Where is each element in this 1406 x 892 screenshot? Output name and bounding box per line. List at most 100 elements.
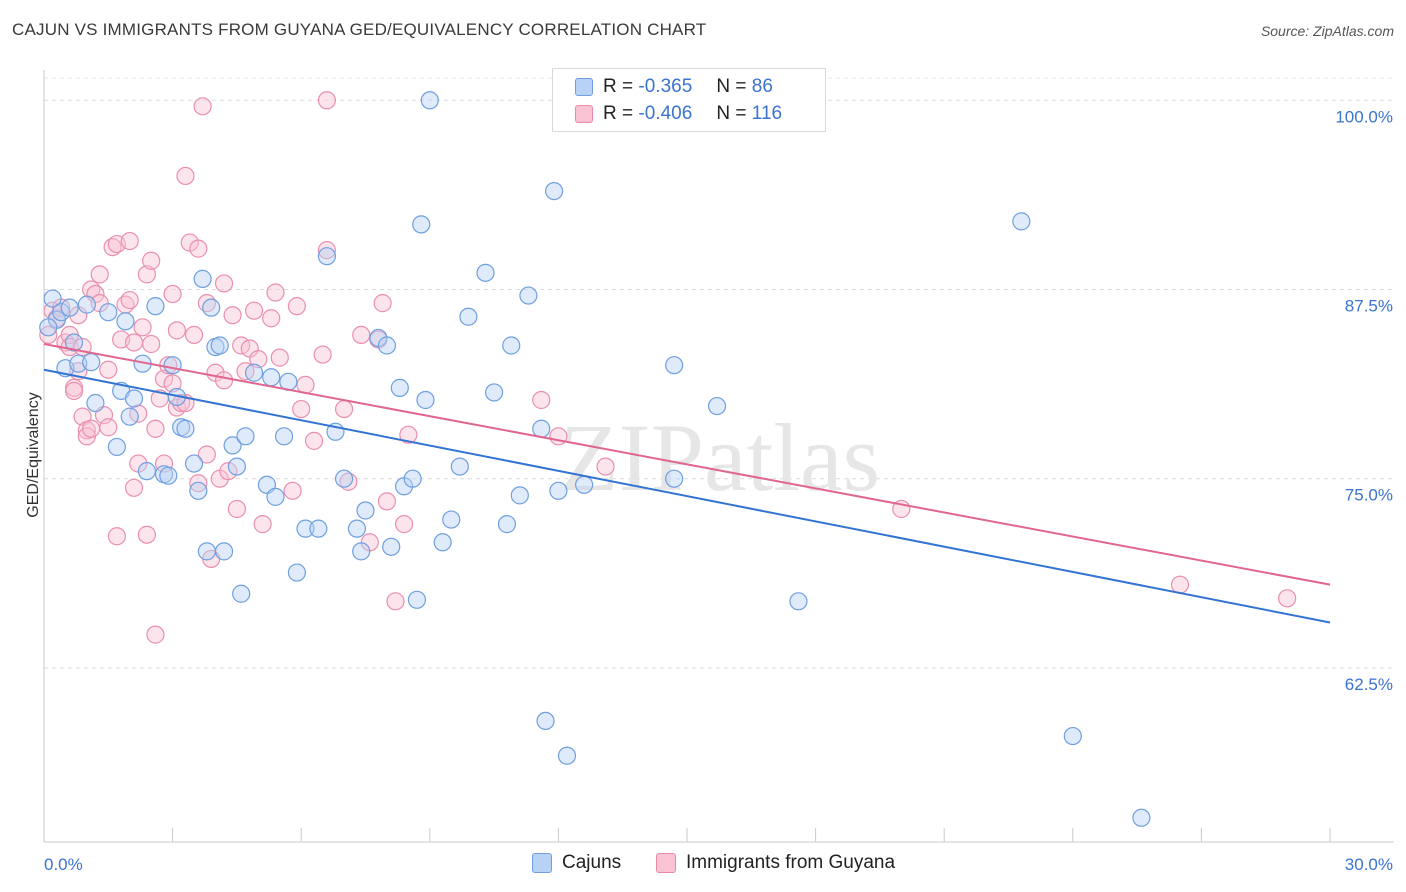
guyana-point xyxy=(154,369,174,388)
cajuns-point xyxy=(163,356,182,375)
cajuns-point xyxy=(214,542,234,561)
guyana-point xyxy=(107,527,126,546)
cajuns-point xyxy=(266,487,285,506)
cajuns-point xyxy=(274,427,294,446)
cajuns-point xyxy=(227,457,246,476)
guyana-point xyxy=(373,294,392,313)
cajuns-point xyxy=(433,533,452,552)
guyana-point xyxy=(142,251,161,270)
guyana-point xyxy=(386,592,405,611)
cajuns-point xyxy=(502,336,521,355)
r-value: -0.365 xyxy=(638,76,693,97)
guyana-point xyxy=(532,390,551,410)
guyana-swatch xyxy=(656,853,676,873)
guyana-point xyxy=(399,425,418,444)
cajuns-point xyxy=(532,419,551,438)
cajuns-point xyxy=(137,462,156,481)
cajuns-point xyxy=(223,436,242,455)
guyana-point xyxy=(184,325,204,345)
cajuns-point xyxy=(232,584,251,603)
cajuns-point xyxy=(193,269,212,288)
guyana-point xyxy=(120,231,139,251)
n-label: N = xyxy=(716,76,747,97)
guyana-point xyxy=(1278,589,1297,608)
guyana-point xyxy=(334,399,354,419)
y-tick-label: 87.5% xyxy=(1345,296,1393,315)
cajuns-point xyxy=(86,393,105,413)
cajuns-point xyxy=(536,711,555,731)
cajuns-point xyxy=(99,303,118,322)
cajuns-point xyxy=(60,298,79,317)
cajuns-point xyxy=(1063,726,1082,746)
cajuns-point xyxy=(519,286,538,305)
guyana-point xyxy=(189,239,208,258)
cajuns-point xyxy=(420,91,439,110)
cajuns-point xyxy=(52,303,71,322)
guyana-point xyxy=(163,374,182,393)
cajuns-point xyxy=(124,389,144,408)
cajuns-point xyxy=(575,475,594,494)
cajuns-point xyxy=(262,368,281,387)
guyana-point xyxy=(137,525,156,544)
x-tick-label: 30.0% xyxy=(1345,855,1393,874)
legend-item-cajuns: Cajuns xyxy=(532,852,621,874)
y-axis-label: GED/Equivalency xyxy=(25,392,42,517)
guyana-point xyxy=(394,515,414,534)
cajuns-point xyxy=(412,215,431,234)
cajuns-point xyxy=(146,297,165,316)
series-cajuns-points xyxy=(39,91,1151,827)
cajuns-point xyxy=(296,519,315,538)
series-legend: Cajuns Immigrants from Guyana xyxy=(0,852,1406,878)
cajuns-point xyxy=(317,247,337,266)
guyana-point xyxy=(124,478,144,497)
guyana-point xyxy=(1170,575,1190,594)
guyana-point xyxy=(292,399,311,419)
guyana-point xyxy=(244,301,264,320)
guyana-point xyxy=(142,334,161,354)
cajuns-point xyxy=(407,590,427,609)
guyana-point xyxy=(99,360,118,379)
guyana-point xyxy=(352,325,371,345)
cajuns-swatch xyxy=(532,853,552,873)
guyana-point xyxy=(287,297,307,316)
guyana-point xyxy=(146,419,165,438)
stats-legend: R = -0.365 N = 86 R = -0.406 N = 116 xyxy=(552,68,826,132)
guyana-point xyxy=(304,431,324,450)
cajuns-point xyxy=(416,390,435,410)
cajuns-point xyxy=(184,454,204,473)
cajuns-point xyxy=(43,289,62,308)
cajuns-point xyxy=(459,307,478,326)
r-label: R = xyxy=(603,103,634,124)
cajuns-point xyxy=(356,501,375,520)
cajuns-point xyxy=(789,592,808,611)
guyana-point xyxy=(253,515,272,534)
guyana-point xyxy=(82,419,101,438)
guyana-point xyxy=(189,474,208,493)
guyana-point xyxy=(90,265,109,284)
cajuns-point xyxy=(352,542,371,561)
guyana-point xyxy=(197,445,216,464)
legend-label-guyana: Immigrants from Guyana xyxy=(686,852,896,873)
guyana-point xyxy=(193,97,212,116)
guyana-point xyxy=(124,333,144,352)
guyana-point xyxy=(146,625,165,644)
cajuns-point xyxy=(189,481,208,500)
cajuns-point xyxy=(665,469,684,488)
guyana-point xyxy=(133,318,152,337)
guyana-point xyxy=(99,418,118,437)
y-tick-label: 62.5% xyxy=(1345,675,1393,694)
cajuns-point xyxy=(287,563,307,582)
cajuns-point xyxy=(120,407,139,426)
cajuns-point xyxy=(244,363,264,382)
cajuns-point xyxy=(202,298,221,317)
guyana-point xyxy=(313,345,332,364)
guyana-point xyxy=(64,381,84,401)
guyana-point xyxy=(317,91,337,110)
guyana-point xyxy=(137,265,156,284)
guyana-swatch xyxy=(575,105,593,123)
trend-lines xyxy=(43,343,1331,624)
cajuns-point xyxy=(334,469,354,488)
cajuns-point xyxy=(1132,808,1151,827)
n-label: N = xyxy=(716,103,747,124)
